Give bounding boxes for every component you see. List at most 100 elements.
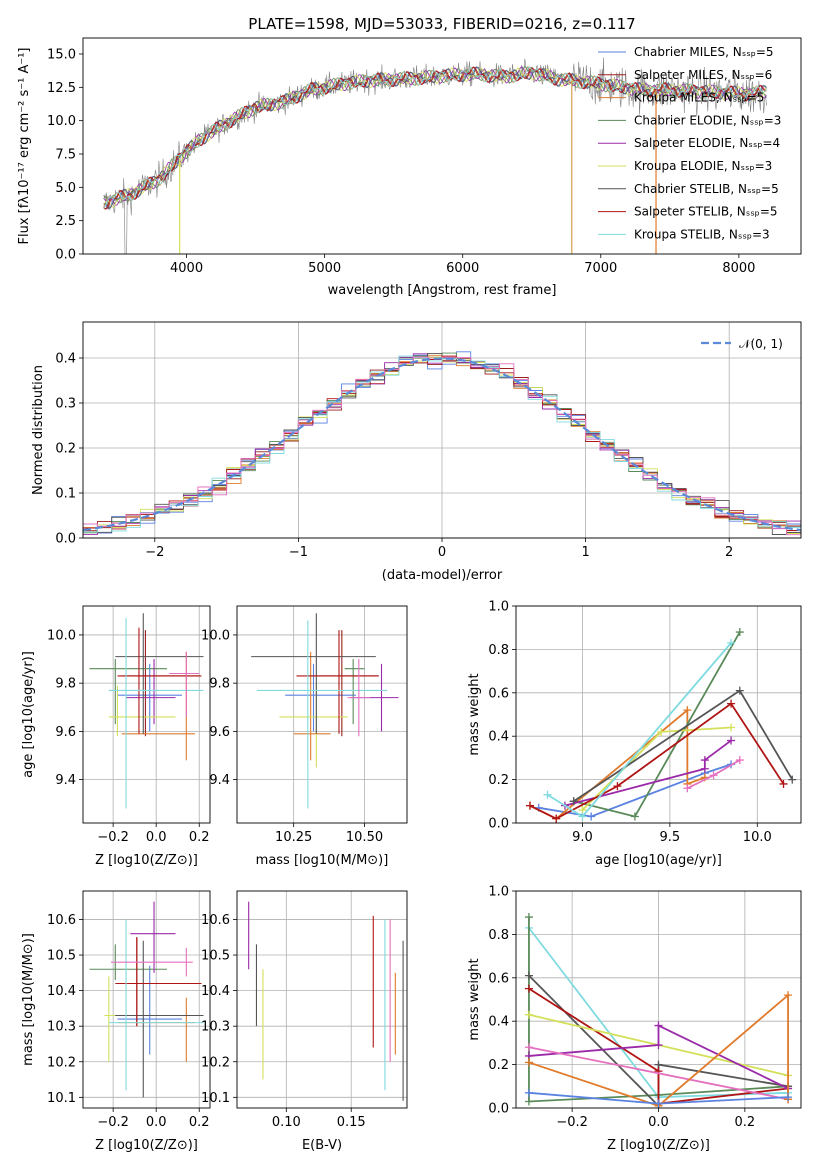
x-tick-label: −2	[145, 545, 164, 560]
legend-label: Chabrier STELIB, Nₛₛₚ=5	[634, 182, 779, 196]
y-tick-label: 0.8	[488, 643, 509, 658]
plot-area	[251, 613, 399, 809]
plot-area	[524, 913, 793, 1108]
y-tick-label: 10.4	[201, 984, 230, 999]
y-tick-label: 10.2	[201, 1055, 230, 1070]
y-tick-label: 9.6	[209, 725, 230, 740]
panel-4: 10.25 10.50 9.4 9.6 9.8 10.0 mass [log10(M/M⊙)…	[201, 605, 408, 868]
x-tick-label: 0.0	[146, 1115, 167, 1130]
y-tick-label: 0.0	[488, 817, 509, 832]
mass-weight-marker	[578, 812, 587, 821]
legend-label: Kroupa MILES, Nₛₛₚ=5	[634, 91, 764, 105]
axes-frame	[82, 890, 211, 1109]
mass-weight-marker	[700, 756, 709, 765]
y-tick-label: 9.8	[209, 677, 230, 692]
panel-1: 4000 5000 6000 7000 8000 0.0 2.5 5.0 7.5 10.0 12.5…	[17, 15, 802, 298]
panel-8: −0.2 0.0 0.2 0.0 0.2 0.4 0.6 0.8 1.0 Z [log10(Z/Z…	[467, 885, 802, 1153]
legend-label: Salpeter STELIB, Nₛₛₚ=5	[634, 205, 778, 219]
panel-3: −0.2 0.0 0.2 9.4 9.6 9.8 10.0 Z [log10(Z/Z⊙)] ag…	[21, 605, 211, 868]
normal-curve	[83, 357, 801, 532]
mass-weight-marker	[524, 971, 533, 980]
x-axis-label: E(B-V)	[302, 1138, 342, 1153]
legend-label: Chabrier ELODIE, Nₛₛₚ=3	[634, 113, 781, 127]
mass-weight-marker	[735, 686, 744, 695]
chart-title: PLATE=1598, MJD=53033, FIBERID=0216, z=0…	[248, 15, 635, 33]
y-tick-label: 1.0	[488, 885, 509, 900]
y-tick-label: 10.6	[47, 913, 76, 928]
mass-weight-marker	[683, 706, 692, 715]
x-axis-label: (data-model)/error	[382, 568, 503, 583]
y-tick-label: 10.4	[47, 984, 76, 999]
y-tick-label: 10.5	[47, 949, 76, 964]
mass-weight-marker	[683, 784, 692, 793]
x-tick-label: 7000	[584, 261, 617, 276]
mass-weight-marker	[735, 756, 744, 765]
y-axis-label: Normed distribution	[31, 365, 46, 495]
mass-weight-marker	[727, 736, 736, 745]
y-tick-label: 9.8	[55, 677, 76, 692]
x-tick-label: 10.25	[275, 830, 312, 845]
x-tick-label: 0.2	[189, 830, 210, 845]
y-tick-label: 10.1	[47, 1091, 76, 1106]
x-tick-label: 8000	[722, 261, 755, 276]
axes-frame	[82, 37, 802, 255]
y-axis-label: Flux [fλ10⁻¹⁷ erg cm⁻² s⁻¹ A⁻¹]	[17, 48, 32, 245]
y-tick-label: 0.0	[488, 1102, 509, 1117]
panel-7: 0.10 0.15 10.1 10.2 10.3 10.4 10.5 10.6 E(B-V)	[201, 890, 408, 1153]
y-tick-label: 0.2	[488, 773, 509, 788]
x-tick-label: 9.0	[572, 830, 593, 845]
mass-weight-marker	[709, 771, 718, 780]
mass-weight-marker	[735, 628, 744, 637]
y-tick-label: 0.1	[55, 487, 76, 502]
y-tick-label: 0.0	[55, 248, 76, 263]
legend-label: Chabrier MILES, Nₛₛₚ=5	[634, 45, 774, 59]
x-tick-label: 9.5	[660, 830, 681, 845]
mass-weight-marker	[587, 812, 596, 821]
mass-weight-line	[528, 1024, 789, 1090]
mass-weight-marker	[657, 727, 666, 736]
y-tick-label: 0.2	[55, 442, 76, 457]
x-axis-label: Z [log10(Z/Z⊙)]	[95, 1138, 198, 1153]
y-tick-label: 7.5	[55, 148, 76, 163]
mass-weight-marker	[788, 775, 797, 784]
x-tick-label: 0.2	[735, 1115, 756, 1130]
y-tick-label: 0.6	[488, 686, 509, 701]
mass-weight-marker	[784, 1093, 793, 1102]
y-tick-label: 0.4	[488, 1015, 509, 1030]
legend-label: Kroupa ELODIE, Nₛₛₚ=3	[634, 159, 772, 173]
plot-area	[525, 628, 797, 823]
plot-area	[89, 901, 204, 1098]
mass-weight-marker	[700, 764, 709, 773]
mass-weight-marker	[727, 638, 736, 647]
y-tick-label: 10.2	[47, 1055, 76, 1070]
mass-weight-marker	[779, 779, 788, 788]
x-axis-label: age [log10(age/yr)]	[595, 853, 722, 868]
plot-area	[83, 351, 801, 537]
y-tick-label: 10.6	[201, 913, 230, 928]
axes-frame	[236, 605, 408, 824]
mass-weight-line	[528, 993, 789, 1107]
x-axis-label: Z [log10(Z/Z⊙)]	[607, 1138, 710, 1153]
mass-weight-line	[528, 1046, 789, 1101]
y-tick-label: 2.5	[55, 214, 76, 229]
x-tick-label: −0.2	[556, 1115, 588, 1130]
x-tick-label: 4000	[170, 261, 203, 276]
y-axis-label: mass weight	[467, 958, 482, 1040]
mass-weight-marker	[552, 814, 561, 823]
mass-weight-marker	[569, 797, 578, 806]
y-tick-label: 1.0	[488, 600, 509, 615]
y-tick-label: 10.0	[201, 628, 230, 643]
x-tick-label: 0.15	[337, 1115, 366, 1130]
y-tick-label: 10.1	[201, 1091, 230, 1106]
x-tick-label: −1	[289, 545, 308, 560]
x-tick-label: 0.0	[146, 830, 167, 845]
axes-frame	[82, 605, 211, 824]
mass-weight-marker	[727, 699, 736, 708]
legend-label: Salpeter ELODIE, Nₛₛₚ=4	[634, 136, 780, 150]
mass-weight-marker	[784, 991, 793, 1000]
y-tick-label: 5.0	[55, 181, 76, 196]
axes-frame	[236, 890, 408, 1109]
y-tick-label: 9.6	[55, 725, 76, 740]
y-tick-label: 15.0	[47, 48, 76, 63]
mass-weight-marker	[654, 1021, 663, 1030]
